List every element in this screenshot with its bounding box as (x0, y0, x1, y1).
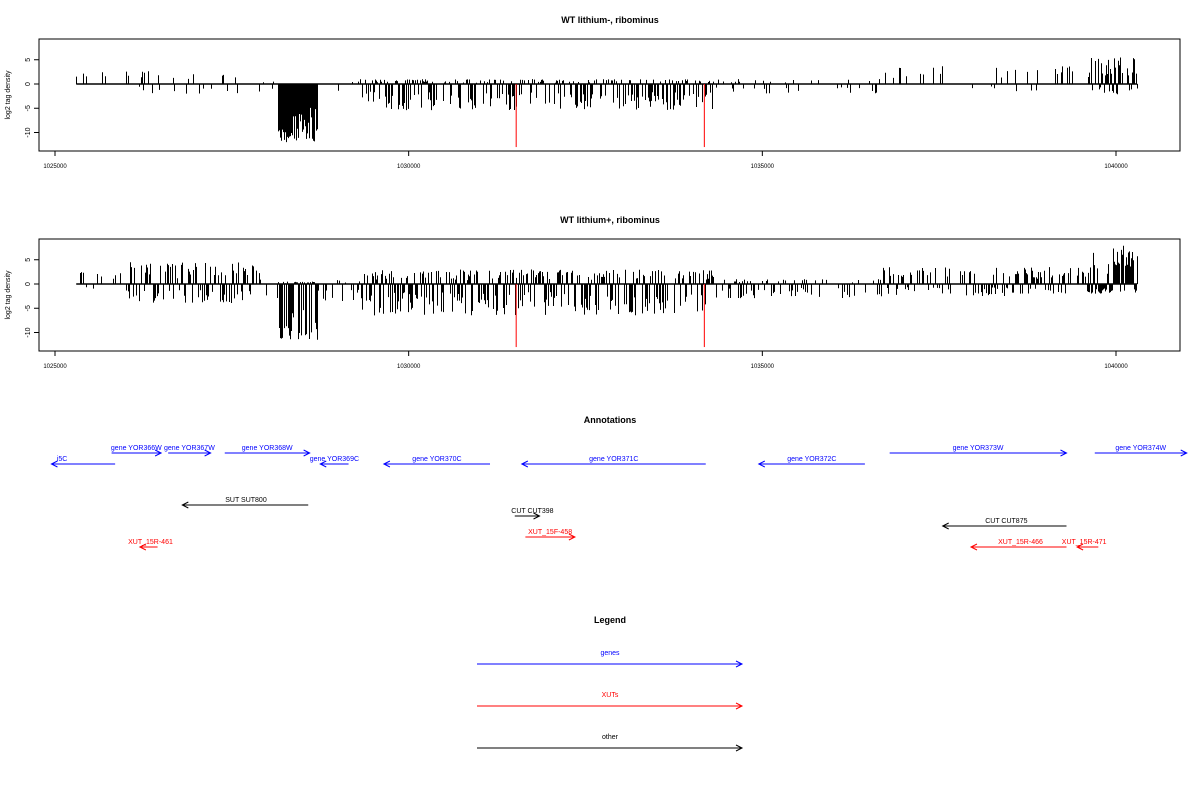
y-axis-label: log2 tag density (5, 270, 12, 320)
annotation-feature: gene YOR367W (164, 445, 215, 457)
annotation-feature: CUT CUT398 (511, 508, 554, 520)
feature-arrowhead (533, 512, 541, 520)
legend-title: Legend (594, 615, 626, 625)
feature-label: CUT CUT875 (985, 518, 1027, 525)
feature-arrowhead (50, 460, 58, 468)
annotation-feature: XUT_15F-458 (525, 529, 577, 541)
legend-item: other (477, 734, 744, 752)
annotation-feature: gene YOR366W (111, 445, 163, 457)
feature-label: i5C (57, 456, 68, 463)
panel-title: WT lithium+, ribominus (560, 215, 660, 225)
feature-arrowhead (319, 460, 327, 468)
feature-label: gene YOR373W (953, 445, 1004, 452)
annotation-feature: XUT_15R-466 (969, 539, 1067, 551)
feature-arrowhead (303, 449, 311, 457)
x-tick-label: 1030000 (397, 164, 421, 170)
feature-label: XUT_15R-466 (998, 539, 1043, 546)
feature-label: XUT_15R-461 (128, 539, 173, 546)
axes: 1025000 1030000 1035000 1040000 -10 -5 0 5 (25, 258, 1128, 370)
x-tick-label: 1025000 (43, 164, 67, 170)
feature-label: gene YOR369C (310, 456, 359, 463)
legend-label: other (602, 734, 619, 741)
feature-label: CUT CUT398 (511, 508, 553, 515)
legend-label: XUTs (602, 692, 619, 699)
x-tick-label: 1040000 (1104, 364, 1128, 370)
annotation-feature: XUT_15R-461 (128, 539, 173, 551)
feature-arrowhead (1180, 449, 1188, 457)
annotation-feature: gene YOR374W (1094, 445, 1188, 457)
y-tick-label: -10 (25, 327, 32, 337)
y-tick-label: 0 (25, 282, 32, 286)
annotation-feature: gene YOR368W (224, 445, 311, 457)
x-tick-label: 1035000 (751, 364, 775, 370)
feature-arrowhead (520, 460, 529, 468)
feature-arrowhead (138, 543, 147, 551)
x-tick-label: 1025000 (43, 364, 67, 370)
feature-arrowhead (204, 449, 212, 457)
feature-arrowhead (1075, 543, 1084, 551)
feature-label: gene YOR367W (164, 445, 215, 452)
plot-frame (38, 238, 1181, 352)
feature-arrowhead (154, 449, 163, 457)
feature-label: XUT_15F-458 (528, 529, 572, 536)
track-panel-lithium-minus: WT lithium-, ribominus log2 tag density … (5, 15, 1181, 170)
annotation-feature: XUT_15R-471 (1062, 539, 1107, 551)
feature-arrowhead (1060, 449, 1068, 457)
plot-frame (38, 38, 1181, 152)
panel-title: WT lithium-, ribominus (561, 15, 659, 25)
annotations-title: Annotations (584, 415, 637, 425)
feature-label: SUT SUT800 (225, 497, 267, 504)
annotation-feature: gene YOR372C (757, 456, 865, 468)
feature-label: gene YOR370C (412, 456, 461, 463)
feature-arrowhead (969, 543, 978, 551)
legend-label: genes (600, 650, 620, 657)
feature-arrowhead (941, 522, 949, 530)
legend: Legend genes XUTs other (477, 615, 744, 752)
annotation-feature: SUT SUT800 (181, 497, 309, 509)
y-tick-label: -10 (25, 127, 32, 137)
feature-label: gene YOR368W (242, 445, 293, 452)
annotation-features: i5C gene YOR366W gene YOR367W gene YOR368W g… (50, 445, 1188, 551)
feature-arrowhead (181, 501, 189, 509)
legend-items: genes XUTs other (477, 650, 744, 752)
legend-arrowhead (735, 660, 744, 668)
feature-label: gene YOR371C (589, 456, 638, 463)
annotation-feature: gene YOR370C (382, 456, 491, 468)
x-tick-label: 1040000 (1104, 164, 1128, 170)
signal-bars (76, 57, 1138, 148)
axes: 1025000 1030000 1035000 1040000 -10 -5 0 5 (25, 58, 1128, 170)
x-tick-label: 1035000 (751, 164, 775, 170)
y-tick-label: -5 (25, 305, 32, 311)
feature-arrowhead (757, 460, 766, 468)
legend-item: XUTs (477, 692, 744, 710)
annotation-feature: i5C (50, 456, 116, 468)
y-axis-label: log2 tag density (5, 70, 12, 120)
feature-label: gene YOR366W (111, 445, 162, 452)
annotation-feature: gene YOR369C (310, 456, 359, 468)
feature-label: gene YOR374W (1115, 445, 1166, 452)
feature-label: gene YOR372C (787, 456, 836, 463)
signal-bars (76, 245, 1138, 348)
legend-item: genes (477, 650, 744, 668)
legend-arrowhead (735, 744, 744, 752)
annotation-feature: gene YOR371C (520, 456, 706, 468)
annotations-panel: Annotations i5C gene YOR366W gene YOR367W g… (50, 415, 1188, 551)
feature-arrowhead (568, 533, 577, 541)
track-panel-lithium-plus: WT lithium+, ribominus log2 tag density … (5, 215, 1181, 370)
feature-arrowhead (382, 460, 391, 468)
y-tick-label: 5 (25, 58, 32, 62)
legend-arrowhead (735, 702, 744, 710)
x-tick-label: 1030000 (397, 364, 421, 370)
feature-label: XUT_15R-471 (1062, 539, 1107, 546)
annotation-feature: gene YOR373W (889, 445, 1068, 457)
y-tick-label: -5 (25, 105, 32, 111)
annotation-feature: CUT CUT875 (941, 518, 1067, 530)
y-tick-label: 0 (25, 82, 32, 86)
y-tick-label: 5 (25, 258, 32, 262)
